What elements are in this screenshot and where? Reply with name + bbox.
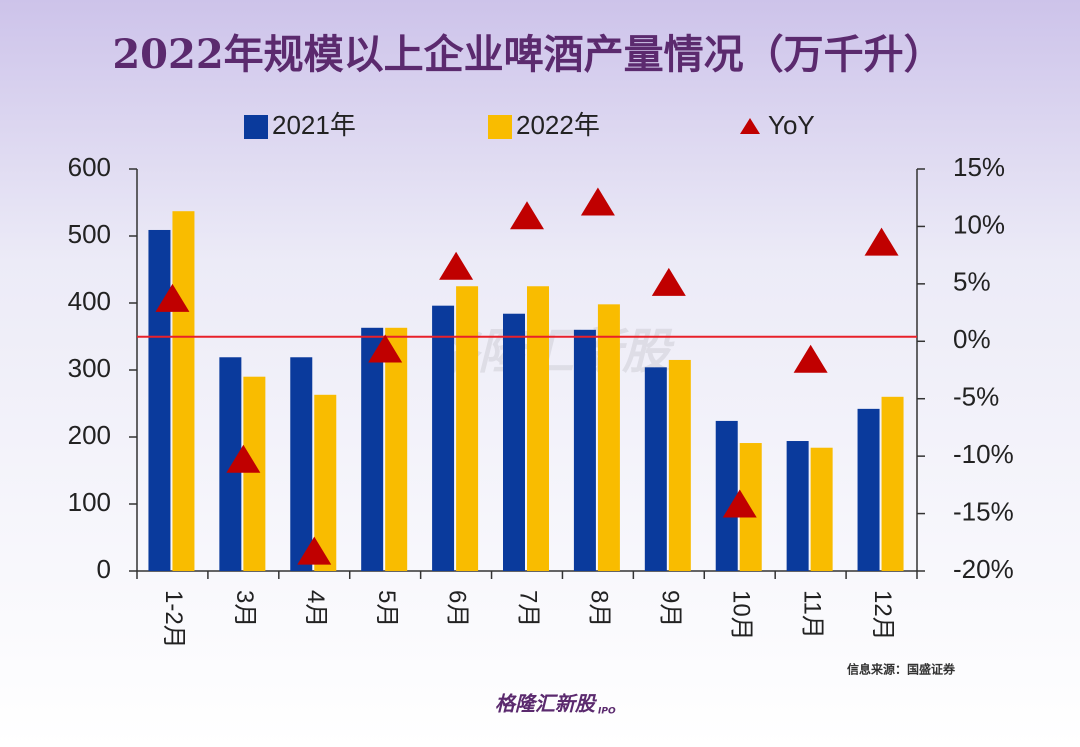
yoy-marker xyxy=(793,344,828,373)
yoy-marker xyxy=(368,334,403,363)
y-tick-label: 400 xyxy=(68,286,111,316)
x-tick-label: 8月 xyxy=(586,590,613,627)
y2-tick-label: 15% xyxy=(953,152,1005,182)
x-tick-label: 7月 xyxy=(515,590,542,627)
bar xyxy=(243,376,266,571)
bar xyxy=(597,304,620,571)
chart-title: 2022年规模以上企业啤酒产量情况（万千升） xyxy=(112,31,943,78)
bar xyxy=(739,443,762,571)
legend-label: 2021年 xyxy=(272,110,356,140)
legend-label: YoY xyxy=(768,110,815,140)
bar xyxy=(881,396,904,571)
legend-swatch xyxy=(244,115,268,139)
legend-label: 2022年 xyxy=(516,110,600,140)
bar xyxy=(857,408,880,571)
bar xyxy=(668,359,691,571)
bar xyxy=(148,229,171,571)
y-tick-label: 500 xyxy=(68,219,111,249)
x-tick-label: 6月 xyxy=(444,590,471,627)
legend-marker xyxy=(740,118,760,134)
y2-tick-label: 0% xyxy=(953,324,991,354)
x-tick-label: 3月 xyxy=(231,590,258,627)
yoy-marker xyxy=(297,536,332,565)
bar xyxy=(172,211,195,571)
bar xyxy=(219,357,242,571)
footer-tag: IPO xyxy=(598,707,616,717)
y-tick-label: 100 xyxy=(68,487,111,517)
bar xyxy=(456,286,479,571)
yoy-marker xyxy=(510,201,544,230)
x-tick-label: 1-2月 xyxy=(160,590,187,649)
yoy-marker xyxy=(864,227,899,256)
bar xyxy=(361,327,384,571)
y2-tick-label: -5% xyxy=(953,382,999,412)
y2-tick-label: -20% xyxy=(953,554,1014,584)
x-tick-label: 12月 xyxy=(869,590,896,641)
y2-tick-label: 5% xyxy=(953,267,991,297)
bar xyxy=(527,286,549,571)
source: 信息来源：国盛证券 xyxy=(847,662,956,677)
x-tick-label: 10月 xyxy=(727,590,754,641)
footer-logo: 格隆汇新股 xyxy=(495,692,597,716)
bar xyxy=(385,327,408,571)
y-tick-label: 200 xyxy=(68,420,111,450)
legend-swatch xyxy=(488,115,512,139)
bar xyxy=(786,441,809,571)
y2-tick-label: 10% xyxy=(953,209,1005,239)
bar xyxy=(314,394,337,571)
bar xyxy=(290,357,313,571)
yoy-marker xyxy=(439,251,474,280)
bar xyxy=(573,329,596,571)
x-tick-label: 9月 xyxy=(656,590,683,627)
x-tick-label: 5月 xyxy=(373,590,400,627)
y-tick-label: 600 xyxy=(68,152,111,182)
yoy-marker xyxy=(722,489,757,518)
bar xyxy=(715,420,738,571)
yoy-marker xyxy=(226,444,261,473)
x-tick-label: 11月 xyxy=(798,590,825,639)
yoy-marker xyxy=(580,187,615,216)
y2-tick-label: -15% xyxy=(953,496,1014,526)
y2-tick-label: -10% xyxy=(953,439,1014,469)
y-tick-label: 300 xyxy=(68,353,111,383)
x-tick-label: 4月 xyxy=(302,590,329,627)
bar xyxy=(644,367,667,571)
bar xyxy=(503,313,525,571)
yoy-marker xyxy=(155,283,190,312)
yoy-marker xyxy=(651,267,686,296)
bar xyxy=(810,447,833,571)
y-tick-label: 0 xyxy=(97,554,111,584)
bar xyxy=(432,305,455,571)
